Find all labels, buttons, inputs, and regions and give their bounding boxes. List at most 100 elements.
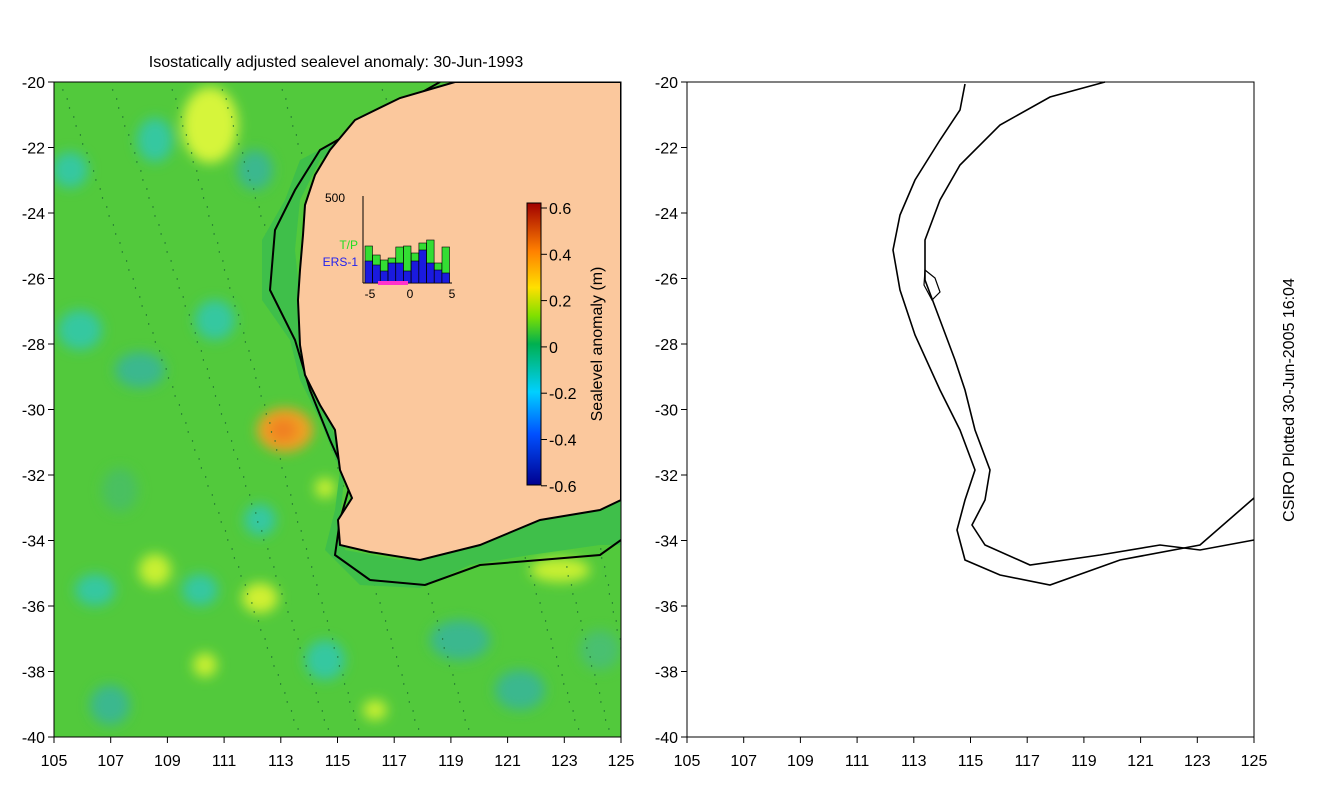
y-tick-label: -38 [655,665,678,682]
track-dot [238,467,241,469]
track-dot [202,359,205,361]
track-dot [170,260,172,262]
colorbar-ticks: 0.6 0.4 0.2 0 -0.2 -0.4 -0.6 [541,201,577,496]
track-dot [292,125,294,127]
x-tick-label: 105 [41,753,68,770]
track-dot [128,134,130,136]
track-dot [218,512,220,514]
track-dot [390,638,392,640]
track-dot [349,701,351,703]
track-dot [443,647,445,649]
inset-ers-bar [441,272,450,284]
track-dot [128,269,130,271]
track-dot [281,593,283,595]
track-dot [158,224,160,226]
track-dot [352,710,355,712]
track-dot [242,152,244,154]
track-dot [575,602,577,604]
track-dot [257,521,259,523]
track-dot [248,350,250,352]
anomaly-blob [580,630,620,670]
track-dot [305,548,308,550]
track-dot [260,215,262,217]
track-dot [196,341,198,343]
track-dot [615,620,617,622]
y-tick-label: -38 [22,665,45,682]
y-tick-label: -34 [655,534,678,551]
track-dot [205,476,207,478]
track-dot [381,89,384,91]
inset-ers-bar [387,262,396,284]
track-dot [75,125,77,127]
anomaly-blob [305,640,345,680]
track-dot [99,188,101,190]
track-dot [95,179,97,181]
track-dot [86,152,88,154]
inset-ers-label: ERS-1 [323,255,359,269]
track-dot [175,98,177,100]
left-x-axis: 105 107 109 111 113 115 117 119 121 123 125 [41,737,634,770]
track-dot [243,332,245,334]
track-dot [154,215,156,217]
track-dot [375,593,377,595]
track-dot [284,692,286,694]
track-dot [290,710,293,712]
anomaly-blob [193,653,217,677]
track-dot [264,224,266,226]
track-dot [284,476,287,478]
track-dot [116,98,118,100]
track-dot [607,584,610,586]
track-dot [236,458,239,460]
track-dot [191,440,194,442]
right-coastline [892,83,1255,586]
inset-ers-bar [410,260,420,284]
track-dot [194,332,196,334]
track-dot [240,575,242,577]
track-dot [214,395,217,397]
track-dot [326,620,329,622]
track-dot [337,656,339,658]
colorbar-label: Sealevel anomaly (m) [589,267,606,422]
anomaly-blob [102,468,138,512]
track-dot [297,143,299,145]
track-dot [231,548,233,550]
inset-ers-bar [418,249,427,284]
track-dot [260,395,262,397]
track-dot [238,566,240,568]
track-dot [281,89,283,91]
track-dot [119,242,121,244]
track-dot [303,656,305,658]
track-dot [226,431,229,433]
track-dot [381,611,383,613]
x-tick-label: 119 [1071,753,1097,770]
track-dot [218,251,220,253]
right-isobath [924,81,1255,566]
track-dot [601,557,603,559]
track-dot [136,161,138,163]
track-dot [300,152,303,154]
track-dot [552,647,554,649]
anomaly-blob [495,670,545,710]
track-dot [302,539,304,541]
track-dot [577,728,580,730]
track-dot [406,692,409,694]
inset-ers-bar [395,262,404,284]
track-dot [261,530,263,532]
track-dot [243,161,246,163]
track-dot [154,341,156,343]
track-dot [277,674,279,676]
track-dot [297,728,299,730]
track-dot [386,629,388,631]
anomaly-blob [530,558,590,582]
y-tick-label: -30 [655,403,678,420]
track-dot [431,602,433,604]
track-dot [134,287,137,289]
track-dot [274,440,276,442]
track-dot [201,188,203,190]
track-dot [197,179,200,181]
track-dot [267,548,269,550]
track-dot [202,197,205,199]
track-dot [299,647,301,649]
track-dot [403,683,405,685]
track-dot [323,719,325,721]
